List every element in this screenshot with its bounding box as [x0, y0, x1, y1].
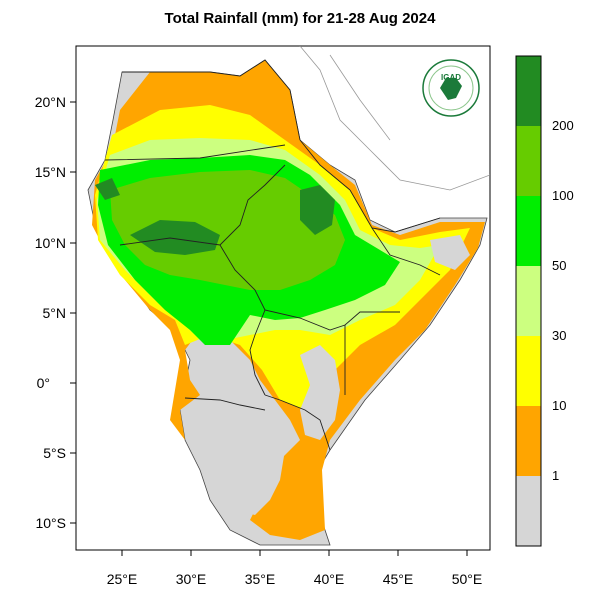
latitude-axis: 20°N 15°N 10°N 5°N 0° 5°S 10°S — [35, 94, 76, 531]
legend-label: 1 — [552, 468, 559, 483]
lon-tick-label: 35°E — [245, 571, 276, 587]
legend-colorbar: 1 10 30 50 100 200 — [515, 55, 574, 547]
lon-tick-label: 25°E — [107, 571, 138, 587]
rain-zone-100-200 — [110, 170, 345, 290]
legend-label: 30 — [552, 328, 566, 343]
legend-swatch — [516, 476, 541, 546]
legend-swatch — [516, 266, 541, 336]
logo-text: IGAD — [441, 73, 461, 82]
igad-logo: IGAD — [422, 59, 480, 117]
legend-swatch — [516, 126, 541, 196]
dry-zone-tanzania — [200, 410, 285, 515]
legend-swatch — [516, 196, 541, 266]
lat-tick-label: 10°N — [35, 235, 66, 251]
lat-tick-label: 20°N — [35, 94, 66, 110]
lon-tick-label: 50°E — [452, 571, 483, 587]
rain-zone-over-200-c — [95, 178, 120, 200]
rain-zone-over-200-a — [130, 220, 220, 255]
dry-zone-somalia — [430, 235, 470, 270]
lat-tick-label: 15°N — [35, 164, 66, 180]
lat-tick-label: 10°S — [35, 515, 66, 531]
legend-swatch — [516, 336, 541, 406]
legend-swatch — [516, 406, 541, 476]
lon-tick-label: 30°E — [176, 571, 207, 587]
legend-label: 100 — [552, 188, 574, 203]
coastline — [329, 54, 391, 141]
lat-tick-label: 5°S — [43, 445, 66, 461]
longitude-axis: 25°E 30°E 35°E 40°E 45°E 50°E — [107, 550, 483, 587]
lat-tick-label: 5°N — [43, 305, 67, 321]
legend-label: 50 — [552, 258, 566, 273]
country-borders — [104, 59, 441, 451]
lon-tick-label: 45°E — [383, 571, 414, 587]
legend-swatch — [516, 56, 541, 126]
neighbor-border — [299, 46, 490, 191]
map-title: Total Rainfall (mm) for 21-28 Aug 2024 — [164, 10, 436, 27]
legend-label: 200 — [552, 118, 574, 133]
legend-label: 10 — [552, 398, 566, 413]
rain-zone-over-200-b — [300, 185, 335, 235]
lat-tick-label: 0° — [37, 375, 50, 391]
lon-tick-label: 40°E — [314, 571, 345, 587]
dry-zone-kenya — [300, 345, 340, 440]
